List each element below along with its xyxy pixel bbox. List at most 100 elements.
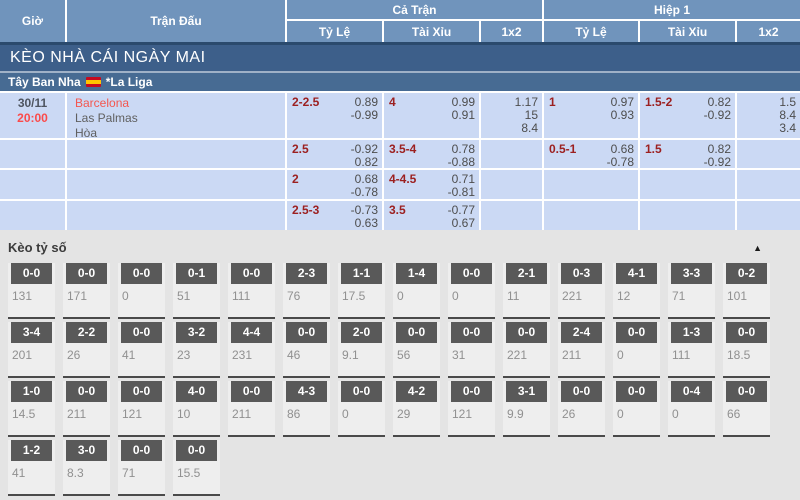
score-odds-cell[interactable]: 0-0 66: [723, 381, 770, 437]
score-odds-value: 71: [122, 466, 136, 480]
ft-1x2-cell[interactable]: 1.17 15 8.4: [481, 93, 542, 138]
column-header-ft-1x2: 1x2: [481, 21, 542, 42]
h1-overunder-cell[interactable]: 1.5-2 0.82 -0.92: [640, 93, 735, 138]
odds-values: 0.68 -0.78: [350, 172, 378, 199]
score-odds-value: 51: [177, 289, 191, 303]
score-odds-cell[interactable]: 3-1 9.9: [503, 381, 550, 437]
score-odds-cell[interactable]: 1-2 41: [8, 440, 55, 496]
score-odds-cell[interactable]: 0-0 0: [448, 263, 495, 319]
score-label: 2-0: [341, 322, 382, 343]
score-odds-cell[interactable]: 0-0 41: [118, 322, 165, 378]
score-odds-cell[interactable]: 4-2 29: [393, 381, 440, 437]
score-odds-cell[interactable]: 4-0 10: [173, 381, 220, 437]
score-odds-cell[interactable]: 0-0 121: [448, 381, 495, 437]
score-odds-cell[interactable]: 2-3 76: [283, 263, 330, 319]
score-odds-cell[interactable]: 0-0 121: [118, 381, 165, 437]
score-label: 1-2: [11, 440, 52, 461]
score-odds-cell[interactable]: 2-4 211: [558, 322, 605, 378]
ft-handicap-cell[interactable]: 2.5 -0.92 0.82: [287, 140, 382, 168]
score-odds-cell[interactable]: 0-0 0: [338, 381, 385, 437]
score-odds-cell[interactable]: 0-0 46: [283, 322, 330, 378]
score-odds-cell[interactable]: 0-0 71: [118, 440, 165, 496]
score-label: 0-2: [726, 263, 767, 284]
score-odds-cell[interactable]: 0-0 0: [613, 381, 660, 437]
score-odds-cell[interactable]: 4-1 12: [613, 263, 660, 319]
empty-cell: [737, 140, 800, 168]
empty-cell: [481, 201, 542, 230]
score-odds-cell[interactable]: 2-1 11: [503, 263, 550, 319]
score-odds-cell[interactable]: 0-4 0: [668, 381, 715, 437]
score-odds-cell[interactable]: 0-0 31: [448, 322, 495, 378]
score-odds-cell[interactable]: 0-0 15.5: [173, 440, 220, 496]
score-odds-cell[interactable]: 0-0 0: [118, 263, 165, 319]
league-header[interactable]: Tây Ban Nha *La Liga: [0, 73, 800, 91]
empty-cell: [481, 170, 542, 199]
score-odds-value: 0: [617, 407, 624, 421]
match-teams-cell[interactable]: Barcelona Las Palmas Hòa: [67, 93, 285, 138]
score-odds-cell[interactable]: 0-1 51: [173, 263, 220, 319]
h1-handicap-cell[interactable]: 1 0.97 0.93: [544, 93, 638, 138]
empty-cell: [640, 170, 735, 199]
ft-handicap-cell[interactable]: 2.5-3 -0.73 0.63: [287, 201, 382, 230]
draw-label: Hòa: [75, 126, 98, 138]
score-label: 0-0: [451, 263, 492, 284]
header-divider: [0, 42, 800, 45]
score-odds-value: 0: [122, 289, 129, 303]
score-odds-cell[interactable]: 0-0 111: [228, 263, 275, 319]
empty-cell: [0, 140, 65, 168]
score-odds-value: 26: [67, 348, 81, 362]
goal-line: 4-4.5: [389, 172, 417, 186]
score-odds-cell[interactable]: 0-3 221: [558, 263, 605, 319]
ft-handicap-cell[interactable]: 2 0.68 -0.78: [287, 170, 382, 199]
ft-handicap-cell[interactable]: 2-2.5 0.89 -0.99: [287, 93, 382, 138]
score-label: 0-0: [726, 322, 767, 343]
odds-values: 0.78 -0.88: [447, 142, 475, 169]
score-label: 0-4: [671, 381, 712, 402]
score-odds-cell[interactable]: 1-3 111: [668, 322, 715, 378]
ft-overunder-cell[interactable]: 4 0.99 0.91: [384, 93, 479, 138]
h1-1x2-cell[interactable]: 1.5 8.4 3.4: [737, 93, 800, 138]
score-odds-cell[interactable]: 0-0 18.5: [723, 322, 770, 378]
score-odds-cell[interactable]: 3-0 8.3: [63, 440, 110, 496]
score-odds-value: 0: [617, 348, 624, 362]
h1-overunder-cell[interactable]: 1.5 0.82 -0.92: [640, 140, 735, 168]
empty-cell: [67, 140, 285, 168]
score-odds-cell[interactable]: 0-2 101: [723, 263, 770, 319]
odds-values: -0.92 0.82: [350, 142, 378, 169]
empty-cell: [640, 201, 735, 230]
ft-overunder-cell[interactable]: 3.5 -0.77 0.67: [384, 201, 479, 230]
score-odds-cell[interactable]: 3-2 23: [173, 322, 220, 378]
score-odds-cell[interactable]: 2-2 26: [63, 322, 110, 378]
score-label: 1-3: [671, 322, 712, 343]
h1-handicap-cell[interactable]: 0.5-1 0.68 -0.78: [544, 140, 638, 168]
score-odds-cell[interactable]: 1-0 14.5: [8, 381, 55, 437]
score-odds-value: 71: [672, 289, 686, 303]
odds-values: 0.71 -0.81: [447, 172, 475, 199]
score-label: 0-0: [561, 381, 602, 402]
score-odds-value: 131: [12, 289, 33, 303]
score-odds-cell[interactable]: 1-1 17.5: [338, 263, 385, 319]
odds-values: -0.73 0.63: [350, 203, 378, 230]
score-odds-cell[interactable]: 4-4 231: [228, 322, 275, 378]
score-odds-cell[interactable]: 0-0 221: [503, 322, 550, 378]
empty-cell: [0, 201, 65, 230]
score-odds-cell[interactable]: 3-3 71: [668, 263, 715, 319]
score-odds-cell[interactable]: 3-4 201: [8, 322, 55, 378]
score-odds-cell[interactable]: 0-0 56: [393, 322, 440, 378]
collapse-arrow-icon[interactable]: ▲: [753, 242, 762, 253]
score-odds-cell[interactable]: 0-0 171: [63, 263, 110, 319]
score-odds-cell[interactable]: 4-3 86: [283, 381, 330, 437]
score-odds-cell[interactable]: 0-0 26: [558, 381, 605, 437]
odds-values: 1.5 8.4 3.4: [779, 95, 796, 135]
score-odds-cell[interactable]: 0-0 211: [228, 381, 275, 437]
score-odds-cell[interactable]: 0-0 131: [8, 263, 55, 319]
score-odds-cell[interactable]: 2-0 9.1: [338, 322, 385, 378]
score-odds-cell[interactable]: 1-4 0: [393, 263, 440, 319]
score-odds-cell[interactable]: 0-0 0: [613, 322, 660, 378]
score-odds-value: 46: [287, 348, 301, 362]
score-odds-value: 231: [232, 348, 253, 362]
ft-overunder-cell[interactable]: 4-4.5 0.71 -0.81: [384, 170, 479, 199]
ft-overunder-cell[interactable]: 3.5-4 0.78 -0.88: [384, 140, 479, 168]
score-odds-cell[interactable]: 0-0 211: [63, 381, 110, 437]
